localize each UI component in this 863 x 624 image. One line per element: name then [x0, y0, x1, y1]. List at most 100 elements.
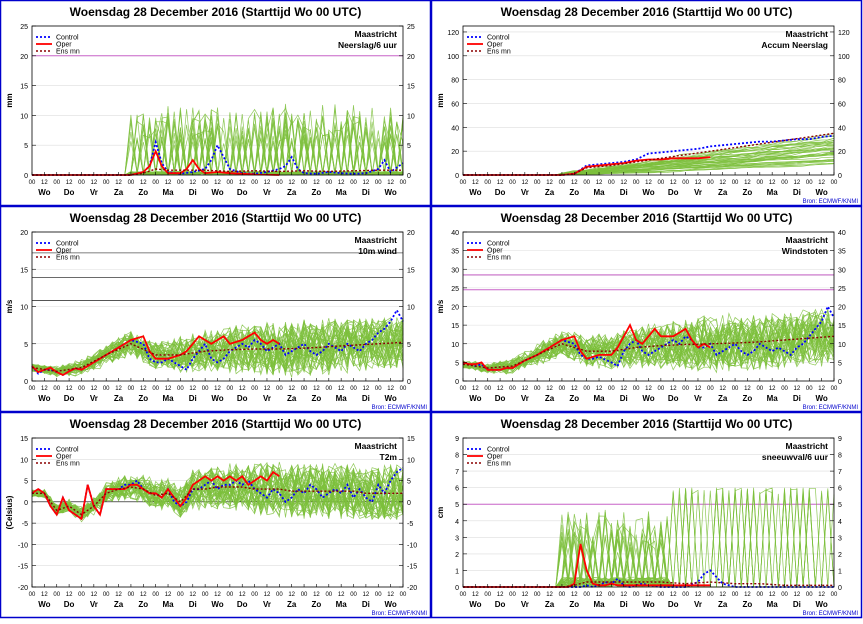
y-tick-label: 30: [451, 267, 459, 274]
x-tick-label: 00: [509, 592, 516, 598]
x-tick-label: 00: [756, 180, 763, 186]
x-tick-label: 12: [264, 386, 271, 392]
y-tick-label-right: 5: [838, 360, 842, 367]
x-tick-label: 12: [794, 386, 801, 392]
day-label: Za: [287, 600, 297, 609]
x-tick-label: 00: [375, 180, 382, 186]
y-tick-label-right: 100: [838, 54, 850, 61]
day-label: Do: [668, 600, 679, 609]
day-label: Za: [287, 188, 297, 197]
x-tick-label: 00: [276, 180, 283, 186]
x-tick-label: 12: [140, 386, 147, 392]
day-label: Za: [287, 394, 297, 403]
x-tick-label: 00: [301, 592, 308, 598]
y-tick-label: 0: [24, 173, 28, 180]
y-tick-label-right: 10: [838, 342, 846, 349]
y-tick-label: 2: [455, 552, 459, 559]
day-label: Vr: [694, 600, 702, 609]
x-tick-label: 00: [583, 592, 590, 598]
source-label: Bron: ECMWF/KNMI: [372, 611, 428, 617]
day-label: Zo: [312, 600, 322, 609]
x-tick-label: 00: [831, 592, 838, 598]
day-label: Di: [620, 600, 628, 609]
day-label: Di: [362, 394, 370, 403]
x-tick-label: 00: [806, 180, 813, 186]
x-tick-label: 12: [571, 592, 578, 598]
legend-entry: Ens mn: [56, 49, 80, 56]
y-tick-label: 0: [24, 379, 28, 386]
legend-entry: Oper: [487, 42, 503, 49]
day-label: Do: [495, 600, 506, 609]
x-tick-label: 12: [165, 180, 172, 186]
x-tick-label: 12: [387, 386, 394, 392]
x-tick-label: 00: [831, 386, 838, 392]
ensemble-member-line: [31, 319, 404, 376]
x-tick-label: 12: [363, 386, 370, 392]
y-tick-label: 4: [455, 519, 459, 526]
x-tick-label: 00: [608, 180, 615, 186]
panel-title: Woensdag 28 December 2016 (Starttijd Wo …: [70, 5, 362, 19]
day-label: Za: [718, 600, 728, 609]
day-label: Di: [189, 188, 197, 197]
x-tick-label: 12: [546, 180, 553, 186]
x-tick-label: 00: [202, 180, 209, 186]
x-tick-label: 00: [276, 386, 283, 392]
y-tick-label: -20: [18, 585, 28, 592]
x-tick-label: 00: [78, 592, 85, 598]
x-tick-label: 00: [276, 592, 283, 598]
x-tick-label: 00: [484, 592, 491, 598]
day-label: Wo: [211, 188, 223, 197]
station-label: Maastricht: [785, 29, 828, 39]
y-tick-label-right: 9: [838, 436, 842, 443]
day-label: Di: [793, 188, 801, 197]
y-axis-label: (Celsius): [5, 495, 14, 529]
x-tick-label: 00: [806, 386, 813, 392]
x-tick-label: 12: [214, 592, 221, 598]
y-axis-label: cm: [436, 507, 445, 519]
x-tick-label: 00: [633, 386, 640, 392]
x-tick-label: 12: [596, 386, 603, 392]
day-label: Ma: [336, 188, 348, 197]
day-label: Ma: [767, 394, 779, 403]
x-tick-label: 00: [781, 386, 788, 392]
x-tick-label: 12: [670, 180, 677, 186]
y-tick-label: 10: [451, 342, 459, 349]
panel-border: [0, 205, 432, 413]
ensemble-member-line: [462, 318, 835, 370]
x-tick-label: 00: [509, 386, 516, 392]
y-tick-label: 10: [20, 457, 28, 464]
day-label: Wo: [38, 188, 50, 197]
x-tick-label: 12: [288, 592, 295, 598]
legend-entry: Control: [56, 447, 79, 454]
legend-entry: Ens mn: [487, 255, 511, 262]
y-tick-label-right: 10: [407, 305, 415, 312]
x-tick-label: 12: [90, 386, 97, 392]
x-tick-label: 12: [239, 592, 246, 598]
x-tick-label: 12: [719, 386, 726, 392]
legend-entry: Oper: [487, 454, 503, 461]
x-tick-label: 00: [460, 592, 467, 598]
day-label: Zo: [569, 394, 579, 403]
x-tick-label: 12: [338, 592, 345, 598]
y-tick-label: 5: [24, 479, 28, 486]
ensemble-member-line: [31, 322, 404, 376]
y-tick-label: 15: [20, 436, 28, 443]
y-tick-label-right: 30: [838, 267, 846, 274]
x-tick-label: 12: [387, 592, 394, 598]
source-label: Bron: ECMWF/KNMI: [803, 199, 859, 205]
legend-entry: Oper: [487, 248, 503, 255]
y-tick-label-right: 20: [407, 230, 415, 237]
x-tick-label: 00: [152, 592, 159, 598]
y-tick-label-right: 0: [407, 379, 411, 386]
x-tick-label: 00: [227, 180, 234, 186]
x-tick-label: 12: [645, 592, 652, 598]
x-tick-label: 00: [103, 386, 110, 392]
y-axis-label: mm: [436, 93, 445, 107]
x-tick-label: 12: [521, 386, 528, 392]
y-tick-label-right: 20: [407, 54, 415, 61]
station-label: Maastricht: [354, 441, 397, 451]
